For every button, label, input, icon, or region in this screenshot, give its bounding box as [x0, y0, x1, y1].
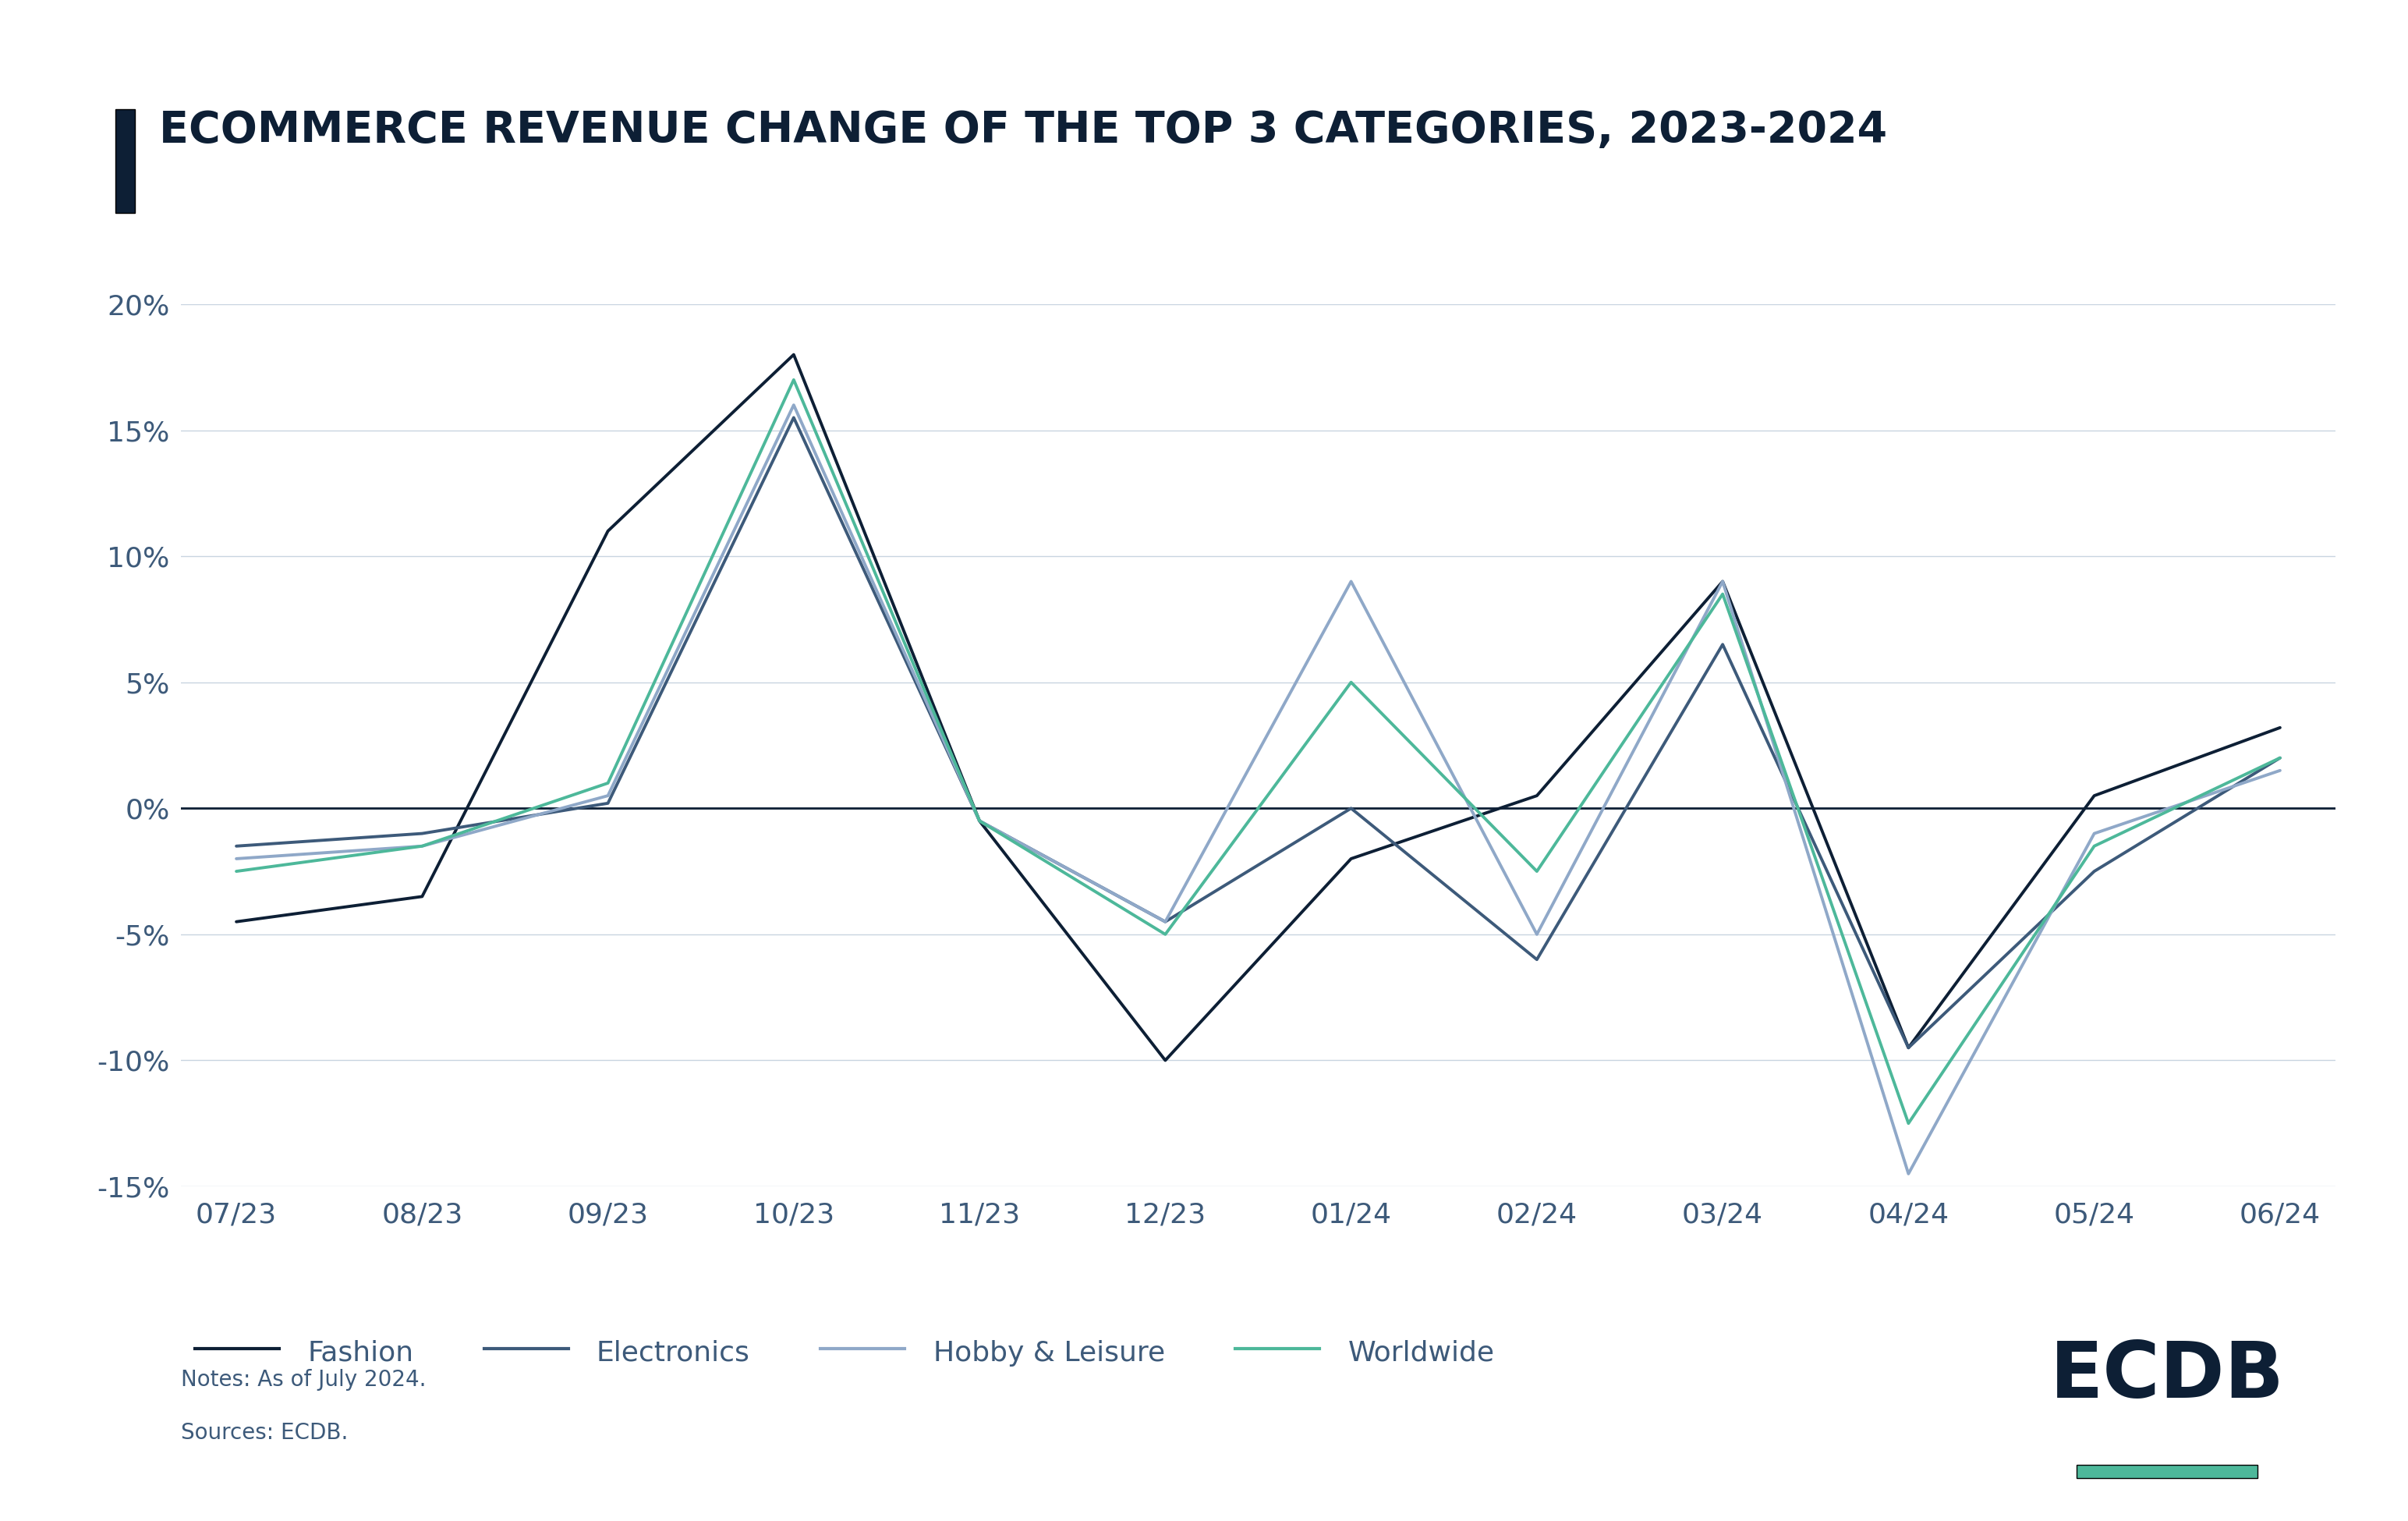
Text: ECDB: ECDB [2049, 1338, 2285, 1415]
Text: Notes: As of July 2024.: Notes: As of July 2024. [181, 1369, 426, 1390]
Legend: Fashion, Electronics, Hobby & Leisure, Worldwide: Fashion, Electronics, Hobby & Leisure, W… [195, 1337, 1495, 1366]
Text: ECOMMERCE REVENUE CHANGE OF THE TOP 3 CATEGORIES, 2023-2024: ECOMMERCE REVENUE CHANGE OF THE TOP 3 CA… [159, 110, 1888, 152]
Text: Sources: ECDB.: Sources: ECDB. [181, 1422, 347, 1443]
